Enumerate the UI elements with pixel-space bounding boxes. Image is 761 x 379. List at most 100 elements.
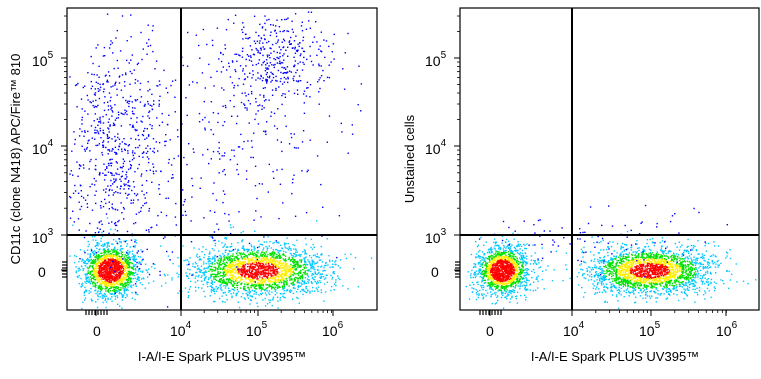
event-dot bbox=[219, 153, 220, 154]
event-dot bbox=[108, 71, 109, 72]
event-dot bbox=[273, 297, 274, 298]
event-dot bbox=[212, 193, 213, 194]
event-dot bbox=[291, 21, 292, 22]
event-dot bbox=[69, 76, 70, 77]
event-dot bbox=[292, 78, 293, 79]
y-tick-label: 105 bbox=[32, 50, 54, 69]
event-dot bbox=[123, 272, 124, 273]
event-dot bbox=[183, 260, 184, 261]
plot-left: 0 104 105 106 I-A/I-E Spark PLUS UV395™ … bbox=[8, 8, 377, 364]
event-dot bbox=[125, 100, 126, 101]
event-dot bbox=[275, 90, 276, 91]
event-dot bbox=[114, 152, 115, 153]
event-dot bbox=[99, 118, 100, 119]
event-dot bbox=[160, 245, 161, 246]
event-dot bbox=[213, 240, 214, 241]
event-dot bbox=[279, 254, 280, 255]
event-dot bbox=[267, 80, 268, 81]
event-dot bbox=[109, 47, 110, 48]
event-dot bbox=[91, 250, 92, 251]
event-dot bbox=[98, 243, 99, 244]
event-dot bbox=[215, 274, 216, 275]
event-dot bbox=[260, 281, 261, 282]
event-dot bbox=[134, 241, 135, 242]
event-dot bbox=[290, 133, 291, 134]
event-dot bbox=[92, 263, 93, 264]
event-dot bbox=[72, 211, 73, 212]
event-dot bbox=[104, 283, 105, 284]
event-dot bbox=[276, 264, 277, 265]
event-dot bbox=[149, 124, 150, 125]
event-dot bbox=[139, 145, 140, 146]
event-dot bbox=[211, 158, 212, 159]
event-dot bbox=[332, 51, 333, 52]
event-dot bbox=[204, 296, 205, 297]
event-dot bbox=[247, 291, 248, 292]
event-dot bbox=[84, 252, 85, 253]
event-dot bbox=[293, 248, 294, 249]
event-dot bbox=[248, 270, 249, 271]
event-dot bbox=[124, 289, 125, 290]
event-dot bbox=[188, 278, 189, 279]
event-dot bbox=[269, 55, 270, 56]
event-dot bbox=[95, 266, 96, 267]
event-dot bbox=[217, 151, 218, 152]
event-dot bbox=[286, 283, 287, 284]
event-dot bbox=[285, 97, 286, 98]
event-dot bbox=[244, 250, 245, 251]
event-dot bbox=[288, 259, 289, 260]
event-dot bbox=[153, 104, 154, 105]
event-dot bbox=[182, 245, 183, 246]
event-dot bbox=[286, 267, 287, 268]
event-dot bbox=[117, 209, 118, 210]
event-dot bbox=[95, 259, 96, 260]
event-dot bbox=[131, 190, 132, 191]
event-dot bbox=[185, 287, 186, 288]
event-dot bbox=[311, 266, 312, 267]
event-dot bbox=[102, 154, 103, 155]
event-dot bbox=[321, 32, 322, 33]
event-dot bbox=[255, 166, 256, 167]
event-dot bbox=[153, 138, 154, 139]
event-dot bbox=[84, 237, 85, 238]
event-dot bbox=[117, 257, 118, 258]
event-dot bbox=[277, 276, 278, 277]
event-dot bbox=[148, 158, 149, 159]
event-dot bbox=[100, 87, 101, 88]
event-dot bbox=[244, 92, 245, 93]
event-dot bbox=[267, 76, 268, 77]
event-dot bbox=[244, 254, 245, 255]
event-dot bbox=[101, 220, 102, 221]
event-dot bbox=[108, 289, 109, 290]
event-dot bbox=[165, 275, 166, 276]
event-dot bbox=[120, 181, 121, 182]
event-dot bbox=[321, 265, 322, 266]
event-dot bbox=[104, 271, 105, 272]
event-dot bbox=[108, 141, 109, 142]
event-dot bbox=[127, 266, 128, 267]
event-dot bbox=[117, 30, 118, 31]
event-dot bbox=[162, 122, 163, 123]
event-dot bbox=[91, 259, 92, 260]
event-dot bbox=[206, 271, 207, 272]
event-dot bbox=[119, 143, 120, 144]
event-dot bbox=[269, 278, 270, 279]
event-dot bbox=[135, 293, 136, 294]
event-dot bbox=[151, 182, 152, 183]
event-dot bbox=[210, 263, 211, 264]
event-dot bbox=[78, 261, 79, 262]
event-dot bbox=[284, 281, 285, 282]
event-dot bbox=[264, 257, 265, 258]
event-dot bbox=[271, 261, 272, 262]
event-dot bbox=[127, 279, 128, 280]
event-dot bbox=[294, 147, 295, 148]
event-dot bbox=[121, 255, 122, 256]
event-dot bbox=[111, 270, 112, 271]
event-dot bbox=[235, 294, 236, 295]
event-dot bbox=[232, 259, 233, 260]
event-dot bbox=[189, 273, 190, 274]
event-dot bbox=[126, 252, 127, 253]
event-dot bbox=[310, 265, 311, 266]
event-dot bbox=[113, 279, 114, 280]
event-dot bbox=[261, 260, 262, 261]
